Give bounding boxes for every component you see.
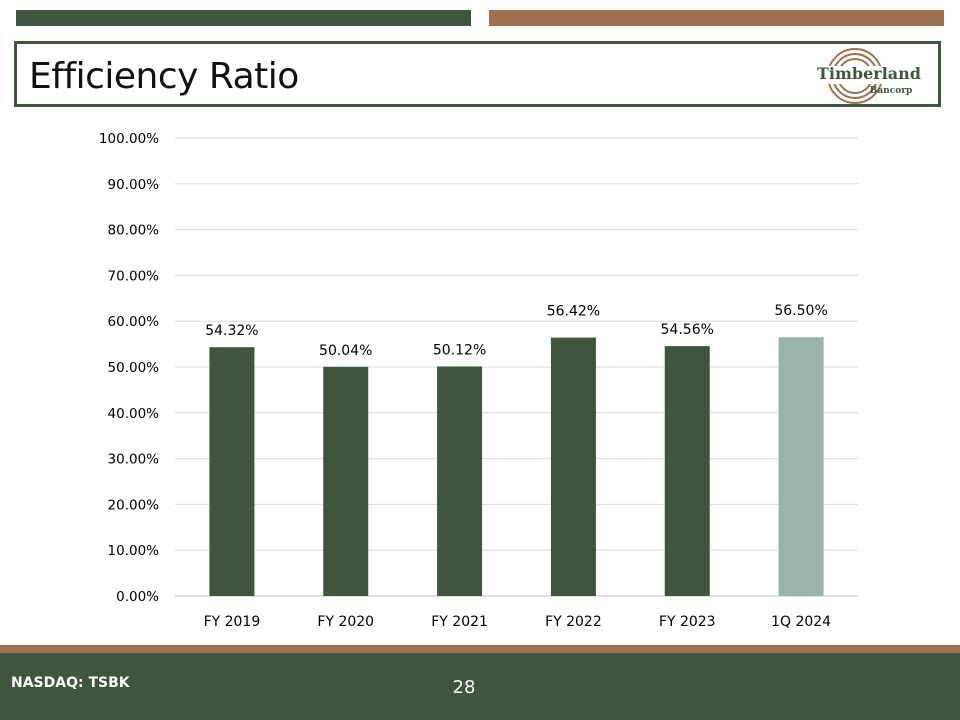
- y-tick-label: 90.00%: [108, 177, 160, 193]
- top-accent-bar-green: [16, 10, 471, 26]
- top-accent-bar-brown: [489, 10, 944, 26]
- y-tick-label: 50.00%: [108, 360, 160, 376]
- timberland-logo: Timberland Bancorp: [807, 46, 933, 106]
- x-tick-label: FY 2019: [204, 614, 261, 630]
- logo-sub: Bancorp: [870, 86, 913, 96]
- x-tick-label: FY 2022: [545, 614, 602, 630]
- logo-name: Timberland: [817, 64, 921, 83]
- title-banner: Efficiency Ratio Timberland Bancorp: [14, 41, 941, 107]
- data-label: 54.56%: [661, 322, 714, 338]
- x-tick-label: FY 2023: [659, 614, 716, 630]
- y-tick-label: 10.00%: [108, 543, 160, 559]
- footer-stripe: [0, 645, 960, 653]
- x-tick-label: FY 2021: [431, 614, 488, 630]
- data-label: 56.50%: [774, 303, 827, 319]
- bar: [664, 346, 710, 596]
- footer: NASDAQ: TSBK 28: [0, 653, 960, 720]
- bar: [550, 337, 596, 596]
- y-tick-label: 40.00%: [108, 406, 160, 422]
- footer-ticker: NASDAQ: TSBK: [11, 675, 130, 691]
- data-label: 56.42%: [547, 304, 600, 320]
- page-number: 28: [452, 677, 476, 698]
- bar: [778, 337, 824, 596]
- y-tick-label: 20.00%: [108, 497, 160, 513]
- efficiency-ratio-chart: 0.00% 10.00% 20.00% 30.00% 40.00% 50.00% 60.00…: [99, 131, 858, 630]
- bar: [437, 366, 483, 596]
- slide-title: Efficiency Ratio: [29, 56, 299, 97]
- data-label: 50.04%: [319, 343, 372, 359]
- data-label: 50.12%: [433, 342, 486, 358]
- y-tick-label: 80.00%: [108, 223, 160, 239]
- y-tick-label: 30.00%: [108, 452, 160, 468]
- data-label: 54.32%: [205, 323, 258, 339]
- y-tick-label: 100.00%: [99, 131, 159, 147]
- x-tick-label: FY 2020: [317, 614, 374, 630]
- y-tick-label: 70.00%: [108, 268, 160, 284]
- y-tick-label: 0.00%: [116, 589, 159, 605]
- bar: [209, 347, 255, 596]
- x-tick-label: 1Q 2024: [771, 614, 831, 630]
- y-tick-label: 60.00%: [108, 314, 160, 330]
- bar: [323, 366, 369, 596]
